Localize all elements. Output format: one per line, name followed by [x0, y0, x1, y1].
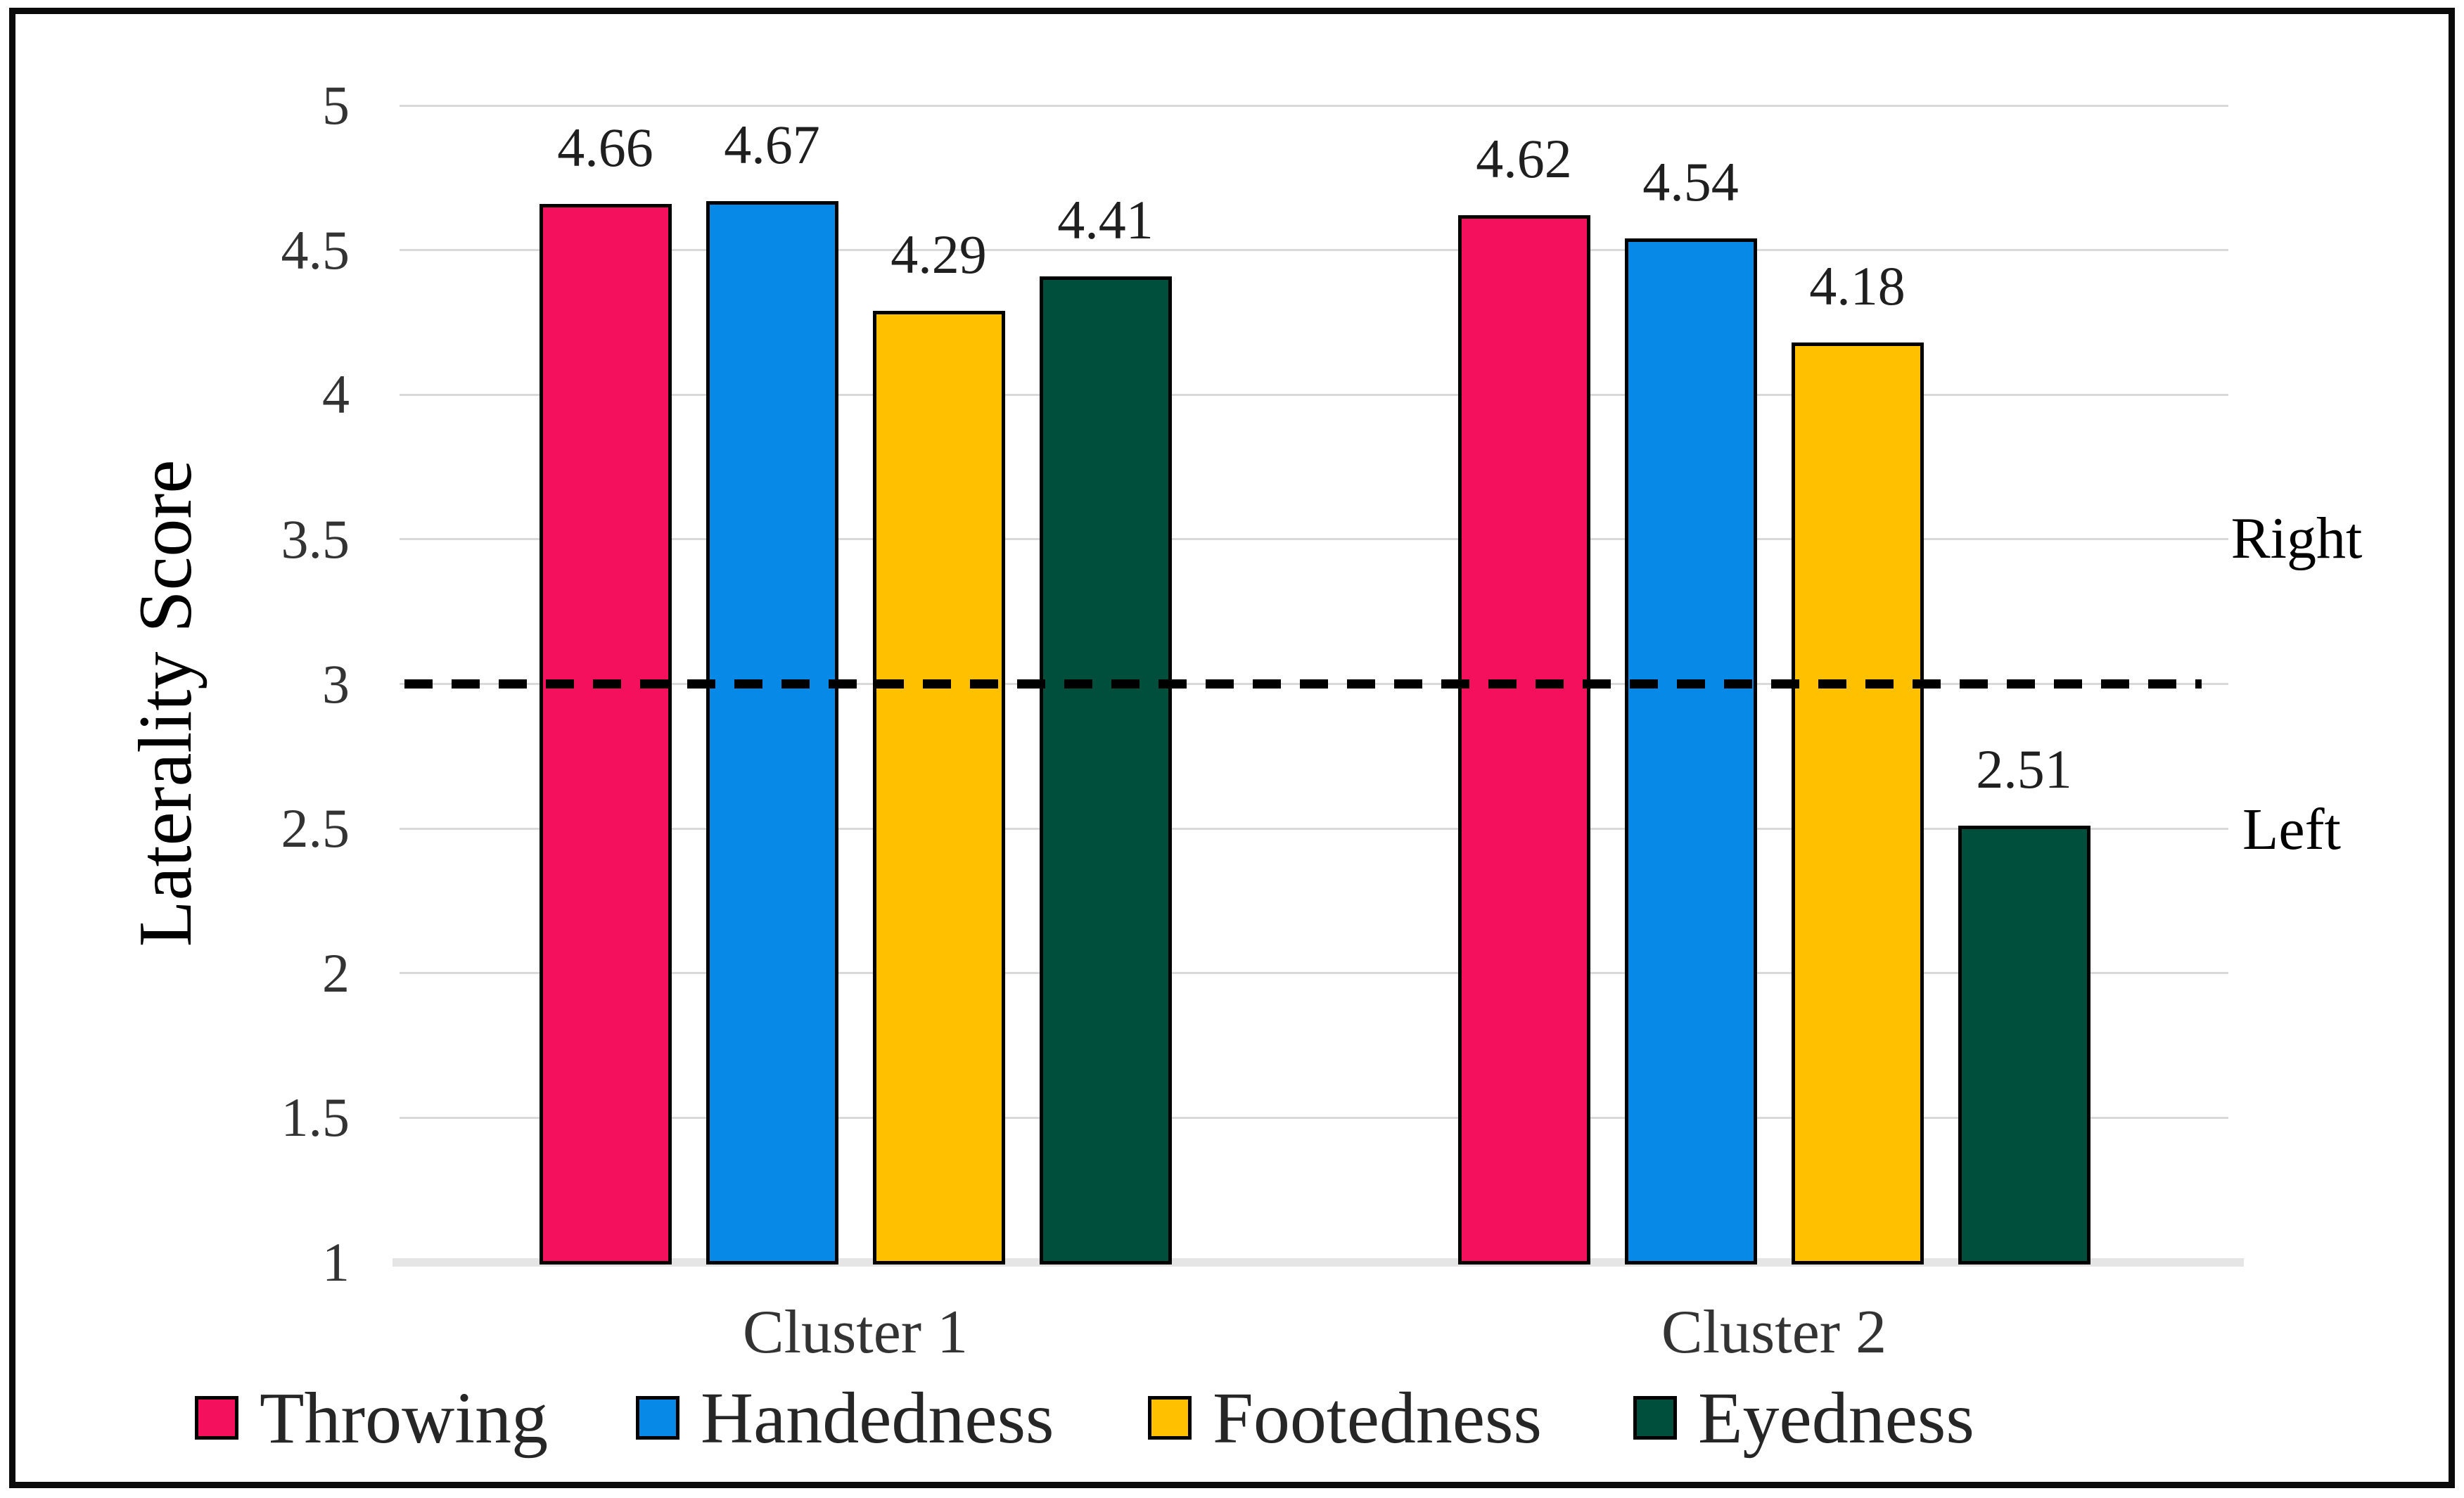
y-tick-label-1-5: 1.5	[281, 1087, 350, 1148]
gridline-y-2-5	[400, 827, 2228, 830]
legend-swatch-footedness	[1148, 1396, 1192, 1440]
legend-item-footedness: Footedness	[1148, 1372, 1542, 1464]
bar-throwing-cluster-2	[1457, 215, 1590, 1265]
legend-swatch-eyedness	[1633, 1396, 1677, 1440]
data-label-throwing-cluster-2: 4.62	[1476, 128, 1572, 190]
bar-handedness-cluster-2	[1624, 238, 1757, 1265]
data-label-footedness-cluster-1: 4.29	[891, 223, 987, 285]
reference-line-dashed	[404, 679, 2202, 689]
legend-label-throwing: Throwing	[260, 1377, 549, 1459]
data-label-handedness-cluster-1: 4.67	[724, 113, 820, 175]
y-tick-label-1: 1	[322, 1231, 350, 1293]
legend-swatch-throwing	[195, 1396, 238, 1440]
annotation-right: Right	[2230, 506, 2363, 571]
y-tick-label-3-5: 3.5	[281, 508, 350, 570]
data-label-handedness-cluster-2: 4.54	[1642, 151, 1739, 213]
legend-item-handedness: Handedness	[636, 1372, 1054, 1464]
gridline-y-5	[400, 104, 2228, 107]
y-tick-label-2-5: 2.5	[281, 798, 350, 859]
y-tick-label-3: 3	[322, 653, 350, 715]
legend-swatch-handedness	[636, 1396, 679, 1440]
annotation-left: Left	[2242, 797, 2341, 862]
legend-label-handedness: Handedness	[701, 1377, 1054, 1459]
data-label-eyedness-cluster-1: 4.41	[1057, 188, 1154, 250]
legend-item-throwing: Throwing	[195, 1372, 548, 1464]
legend-item-eyedness: Eyedness	[1633, 1372, 1974, 1464]
x-category-label-cluster-1: Cluster 1	[742, 1298, 969, 1366]
gridline-y-1-5	[400, 1116, 2228, 1119]
y-tick-label-4: 4	[322, 364, 350, 425]
x-axis-line	[392, 1258, 2244, 1267]
bar-footedness-cluster-1	[872, 310, 1005, 1265]
y-tick-label-4-5: 4.5	[281, 219, 350, 281]
data-label-footedness-cluster-2: 4.18	[1809, 255, 1906, 317]
bar-handedness-cluster-1	[706, 200, 838, 1265]
y-tick-label-5: 5	[322, 75, 350, 136]
gridline-y-2	[400, 972, 2228, 975]
bar-throwing-cluster-1	[539, 203, 672, 1265]
legend-label-eyedness: Eyedness	[1698, 1377, 1974, 1459]
data-label-throwing-cluster-1: 4.66	[557, 116, 653, 178]
bar-eyedness-cluster-2	[1958, 826, 2090, 1265]
x-category-label-cluster-2: Cluster 2	[1661, 1298, 1887, 1366]
data-label-eyedness-cluster-2: 2.51	[1976, 738, 2072, 800]
gridline-y-4	[400, 393, 2228, 396]
bar-eyedness-cluster-1	[1039, 276, 1172, 1265]
gridline-y-4-5	[400, 249, 2228, 252]
legend-label-footedness: Footedness	[1213, 1377, 1542, 1459]
bar-footedness-cluster-2	[1791, 343, 1924, 1265]
y-tick-label-2: 2	[322, 942, 350, 1004]
gridline-y-3-5	[400, 538, 2228, 541]
